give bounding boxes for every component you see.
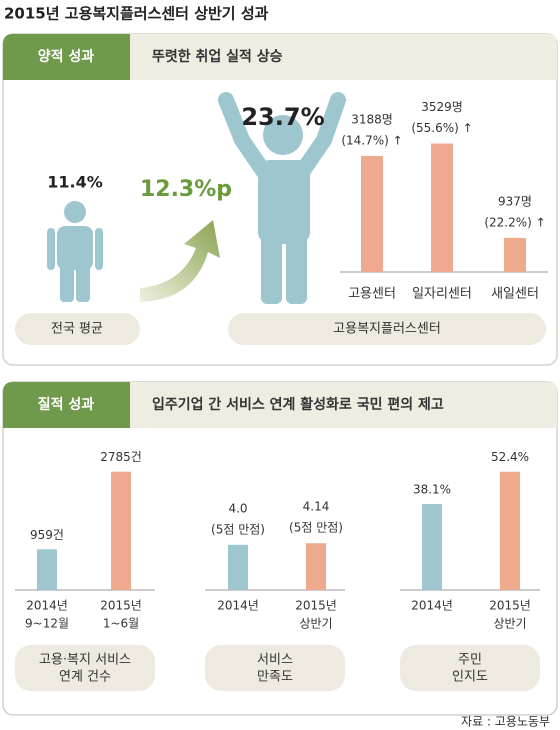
value-label: 38.1% <box>413 483 451 497</box>
person-small <box>47 201 103 302</box>
x-label: 2014년 <box>217 599 259 613</box>
source: 자료 : 고용노동부 <box>461 715 550 729</box>
section-header <box>3 382 557 428</box>
bar <box>504 237 526 272</box>
caption: 연계 건수 <box>59 670 111 685</box>
caption-pill <box>15 645 155 691</box>
value-label: 4.14 <box>303 500 330 514</box>
bar <box>422 504 442 590</box>
x-label: 일자리센터 <box>412 287 472 302</box>
headline: 뚜렷한 취업 실적 상승 <box>152 48 283 65</box>
x-label: 새일센터 <box>491 287 539 302</box>
value-note: (14.7%) ↑ <box>341 133 402 147</box>
caption: 서비스 <box>257 653 293 668</box>
label-pill <box>228 313 546 345</box>
value-label: 959건 <box>30 528 64 542</box>
x-label: 고용센터 <box>348 287 396 302</box>
x-label: 9~12월 <box>25 617 69 631</box>
section-tag <box>3 34 130 80</box>
bar <box>500 471 520 590</box>
value-label: 3188명 <box>351 112 393 126</box>
person-large <box>218 92 346 304</box>
caption: 고용·복지 서비스 <box>39 653 131 668</box>
caption-pill <box>205 645 345 691</box>
caption: 주민 <box>458 653 482 668</box>
tag-text: 양적 성과 <box>38 48 95 65</box>
caption: 인지도 <box>452 670 488 685</box>
value-note: (5점 만점) <box>211 522 265 536</box>
caption-pill <box>400 645 540 691</box>
center-label: 고용복지플러스센터 <box>333 322 441 337</box>
difference: 12.3%p <box>140 177 232 202</box>
value-label: 937명 <box>498 194 532 208</box>
value-label: 4.0 <box>228 501 247 515</box>
bar <box>306 543 326 590</box>
x-label: 상반기 <box>299 617 332 631</box>
x-label: 2014년 <box>26 599 68 613</box>
value-label: 3529명 <box>421 100 463 114</box>
section-header <box>3 34 557 80</box>
x-label: 2015년 <box>489 599 531 613</box>
x-label: 2015년 <box>295 599 337 613</box>
center-rate: 23.7% <box>241 103 324 131</box>
national-label: 전국 평균 <box>51 322 103 337</box>
headline: 입주기업 간 서비스 연계 활성화로 국민 편의 제고 <box>152 396 444 413</box>
bar <box>37 549 57 590</box>
section-tag <box>3 382 130 428</box>
bar <box>228 544 248 590</box>
value-note: (5점 만점) <box>289 521 343 535</box>
x-label: 2014년 <box>411 599 453 613</box>
national-rate: 11.4% <box>47 173 103 192</box>
bar <box>431 143 453 272</box>
bar <box>111 471 131 590</box>
x-label: 상반기 <box>493 617 526 631</box>
value-note: (22.2%) ↑ <box>484 215 545 229</box>
value-note: (55.6%) ↑ <box>411 121 472 135</box>
arrow <box>140 220 220 302</box>
value-label: 52.4% <box>491 450 529 464</box>
x-label: 2015년 <box>100 599 142 613</box>
value-label: 2785건 <box>100 450 142 464</box>
tag-text: 질적 성과 <box>38 396 95 413</box>
label-pill <box>15 313 140 345</box>
x-label: 1~6월 <box>103 617 139 631</box>
title: 2015년 고용복지플러스센터 상반기 성과 <box>4 5 269 23</box>
caption: 만족도 <box>257 670 293 685</box>
bar <box>361 155 383 272</box>
